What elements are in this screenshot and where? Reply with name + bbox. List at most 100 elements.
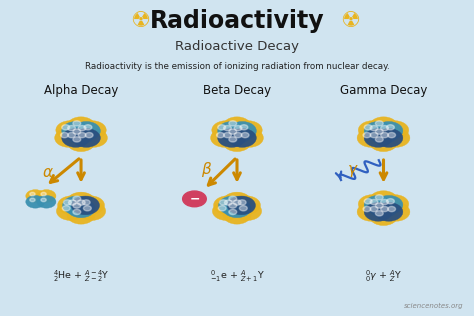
Circle shape	[363, 206, 371, 212]
Circle shape	[369, 191, 398, 210]
Circle shape	[223, 125, 251, 144]
Circle shape	[241, 132, 249, 138]
Circle shape	[233, 200, 241, 205]
Circle shape	[388, 206, 395, 212]
Circle shape	[72, 122, 100, 140]
Circle shape	[363, 132, 371, 138]
Circle shape	[375, 195, 383, 200]
Circle shape	[210, 129, 239, 147]
Circle shape	[212, 121, 240, 139]
Circle shape	[358, 195, 386, 213]
Circle shape	[228, 122, 256, 140]
Circle shape	[79, 129, 108, 147]
Circle shape	[78, 121, 106, 139]
Circle shape	[63, 196, 91, 215]
Circle shape	[73, 196, 81, 201]
Circle shape	[238, 200, 246, 205]
Circle shape	[73, 203, 81, 208]
Circle shape	[240, 125, 248, 130]
Circle shape	[73, 129, 81, 134]
Circle shape	[234, 125, 242, 131]
Circle shape	[382, 129, 410, 147]
Text: Beta Decay: Beta Decay	[203, 84, 271, 97]
Circle shape	[224, 132, 231, 138]
Circle shape	[73, 209, 81, 215]
Circle shape	[381, 206, 389, 212]
Circle shape	[67, 192, 95, 211]
Circle shape	[375, 129, 403, 147]
Circle shape	[68, 132, 75, 138]
Circle shape	[381, 125, 389, 131]
Circle shape	[375, 129, 383, 134]
Circle shape	[68, 200, 76, 205]
Circle shape	[369, 117, 398, 136]
Circle shape	[82, 200, 90, 205]
Circle shape	[67, 117, 95, 136]
Circle shape	[381, 195, 409, 213]
Circle shape	[357, 129, 385, 147]
Circle shape	[83, 206, 91, 211]
Circle shape	[229, 121, 237, 126]
Circle shape	[56, 121, 84, 139]
Circle shape	[56, 202, 84, 221]
Text: $^0_0\gamma$ + $^A_Z$Y: $^0_0\gamma$ + $^A_Z$Y	[365, 268, 402, 283]
Circle shape	[364, 125, 372, 130]
Circle shape	[375, 211, 383, 216]
Circle shape	[55, 129, 83, 147]
Circle shape	[370, 132, 378, 138]
Circle shape	[67, 199, 95, 218]
Circle shape	[382, 203, 410, 221]
Text: $^0_{-1}$e + $^{A}_{Z+1}$Y: $^0_{-1}$e + $^{A}_{Z+1}$Y	[210, 268, 264, 283]
Circle shape	[30, 192, 35, 196]
Text: −: −	[189, 192, 200, 205]
Circle shape	[369, 133, 398, 152]
Circle shape	[232, 196, 260, 215]
Circle shape	[26, 190, 45, 202]
Circle shape	[381, 132, 389, 138]
Circle shape	[63, 206, 70, 211]
Circle shape	[26, 196, 45, 208]
Circle shape	[370, 125, 378, 131]
Circle shape	[369, 125, 398, 144]
Circle shape	[234, 121, 262, 139]
Circle shape	[58, 196, 86, 215]
Circle shape	[386, 125, 394, 130]
Circle shape	[228, 196, 255, 215]
Circle shape	[381, 121, 409, 139]
Circle shape	[182, 191, 206, 207]
Circle shape	[229, 129, 237, 134]
Circle shape	[84, 125, 92, 130]
Circle shape	[62, 122, 90, 140]
Text: Gamma Decay: Gamma Decay	[340, 84, 427, 97]
Circle shape	[358, 121, 386, 139]
Circle shape	[62, 129, 90, 147]
Circle shape	[212, 202, 240, 221]
Circle shape	[85, 132, 93, 138]
Text: α: α	[43, 165, 53, 180]
Circle shape	[41, 198, 46, 202]
Circle shape	[61, 132, 68, 138]
Circle shape	[375, 137, 383, 142]
Text: ☢: ☢	[130, 11, 150, 31]
Text: β: β	[201, 161, 211, 177]
Circle shape	[364, 196, 392, 214]
Circle shape	[67, 133, 95, 152]
Circle shape	[370, 199, 378, 205]
Text: $^4_2$He + $^{A-4}_{Z-2}$Y: $^4_2$He + $^{A-4}_{Z-2}$Y	[53, 268, 109, 283]
Circle shape	[364, 203, 392, 221]
Circle shape	[228, 129, 256, 147]
Circle shape	[218, 125, 226, 130]
Circle shape	[375, 121, 383, 126]
Circle shape	[381, 199, 389, 205]
Circle shape	[218, 122, 246, 140]
Circle shape	[219, 200, 228, 205]
Text: Radioactivity is the emission of ionizing radiation from nuclear decay.: Radioactivity is the emission of ionizin…	[85, 62, 389, 71]
Text: ☢: ☢	[340, 11, 360, 31]
Circle shape	[234, 202, 262, 221]
Circle shape	[76, 196, 104, 215]
Circle shape	[64, 200, 72, 205]
Circle shape	[223, 199, 251, 218]
Circle shape	[72, 196, 100, 215]
Circle shape	[364, 122, 392, 140]
Text: sciencenotes.org: sciencenotes.org	[404, 303, 464, 309]
